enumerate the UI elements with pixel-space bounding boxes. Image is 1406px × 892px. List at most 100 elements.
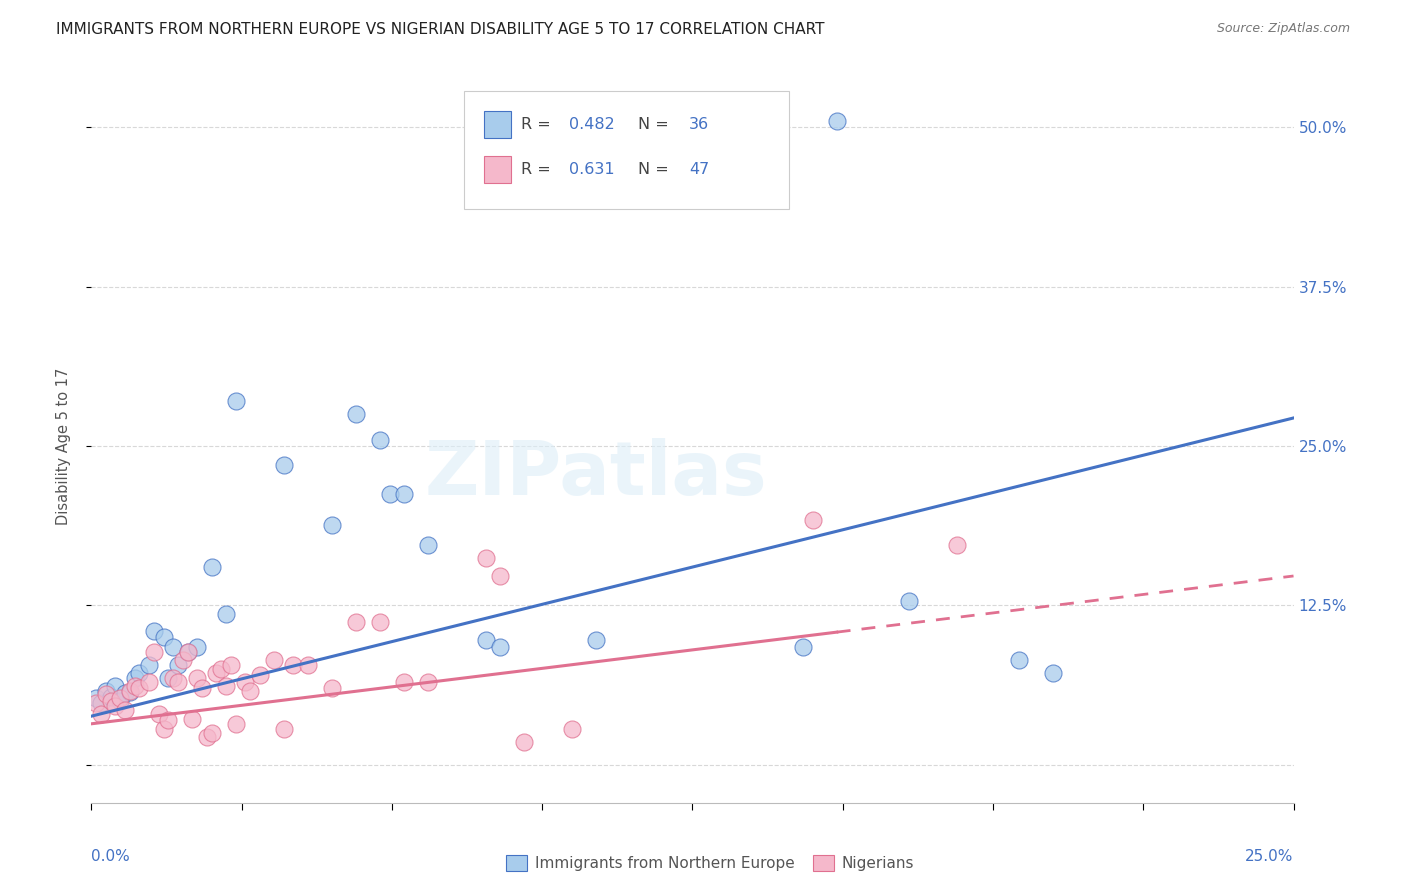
Point: [84, 691, 107, 706]
Point: [233, 674, 256, 689]
Point: [124, 671, 146, 685]
Point: [157, 713, 180, 727]
Point: [152, 630, 174, 644]
Point: [167, 674, 190, 689]
Point: [489, 640, 512, 655]
Point: [1042, 665, 1064, 680]
Point: [792, 640, 814, 655]
Point: [201, 725, 224, 739]
Point: [321, 518, 343, 533]
Point: [90, 697, 112, 711]
Point: [474, 632, 496, 647]
Point: [186, 640, 208, 655]
Text: R =: R =: [520, 118, 555, 132]
Point: [114, 686, 136, 700]
Point: [110, 694, 132, 708]
Point: [1008, 653, 1031, 667]
Point: [110, 691, 132, 706]
FancyBboxPatch shape: [485, 112, 510, 138]
Point: [239, 683, 262, 698]
Point: [181, 712, 204, 726]
Point: [273, 722, 295, 736]
Point: [104, 698, 127, 713]
Point: [162, 671, 184, 685]
Point: [392, 487, 415, 501]
Point: [368, 615, 391, 629]
Point: [825, 114, 848, 128]
Point: [561, 722, 583, 736]
Point: [215, 679, 238, 693]
Point: [378, 487, 401, 501]
Point: [148, 706, 170, 721]
Point: [321, 681, 343, 695]
Point: [94, 683, 117, 698]
Point: [104, 679, 127, 693]
Point: [84, 697, 107, 711]
Point: [225, 716, 247, 731]
Point: [172, 653, 194, 667]
Text: IMMIGRANTS FROM NORTHERN EUROPE VS NIGERIAN DISABILITY AGE 5 TO 17 CORRELATION C: IMMIGRANTS FROM NORTHERN EUROPE VS NIGER…: [56, 22, 825, 37]
Point: [946, 538, 969, 552]
Point: [124, 679, 146, 693]
Point: [118, 685, 141, 699]
Point: [195, 730, 218, 744]
FancyBboxPatch shape: [485, 156, 510, 184]
Y-axis label: Disability Age 5 to 17: Disability Age 5 to 17: [56, 368, 70, 524]
Point: [344, 407, 367, 421]
Point: [273, 458, 295, 472]
Point: [215, 607, 238, 622]
Point: [128, 665, 150, 680]
Point: [128, 681, 150, 695]
Point: [201, 560, 224, 574]
Point: [167, 658, 190, 673]
Point: [283, 658, 305, 673]
Text: N =: N =: [638, 162, 675, 178]
Point: [225, 394, 247, 409]
Text: Source: ZipAtlas.com: Source: ZipAtlas.com: [1216, 22, 1350, 36]
Point: [142, 624, 165, 638]
Point: [152, 722, 174, 736]
Text: 0.482: 0.482: [568, 118, 614, 132]
Point: [176, 645, 198, 659]
Point: [191, 681, 214, 695]
Point: [176, 645, 198, 659]
Point: [474, 551, 496, 566]
FancyBboxPatch shape: [464, 91, 789, 209]
Point: [114, 703, 136, 717]
Point: [801, 513, 824, 527]
Point: [205, 665, 228, 680]
Point: [219, 658, 242, 673]
Point: [897, 594, 920, 608]
Point: [297, 658, 319, 673]
Text: 25.0%: 25.0%: [1246, 849, 1294, 864]
Point: [100, 694, 122, 708]
Legend: Immigrants from Northern Europe, Nigerians: Immigrants from Northern Europe, Nigeria…: [499, 849, 921, 877]
Point: [142, 645, 165, 659]
Point: [186, 671, 208, 685]
Point: [585, 632, 607, 647]
Point: [138, 674, 160, 689]
Point: [368, 433, 391, 447]
Text: 0.0%: 0.0%: [91, 849, 131, 864]
Text: 47: 47: [689, 162, 709, 178]
Point: [118, 683, 141, 698]
Text: 0.631: 0.631: [568, 162, 614, 178]
Point: [392, 674, 415, 689]
Point: [94, 688, 117, 702]
Point: [162, 640, 184, 655]
Text: R =: R =: [520, 162, 555, 178]
Point: [157, 671, 180, 685]
Point: [489, 569, 512, 583]
Point: [416, 538, 439, 552]
Text: N =: N =: [638, 118, 675, 132]
Point: [513, 734, 536, 748]
Point: [138, 658, 160, 673]
Point: [249, 668, 271, 682]
Text: 36: 36: [689, 118, 709, 132]
Point: [263, 653, 285, 667]
Point: [100, 690, 122, 704]
Point: [416, 674, 439, 689]
Point: [209, 662, 232, 676]
Text: ZIPatlas: ZIPatlas: [425, 438, 768, 511]
Point: [344, 615, 367, 629]
